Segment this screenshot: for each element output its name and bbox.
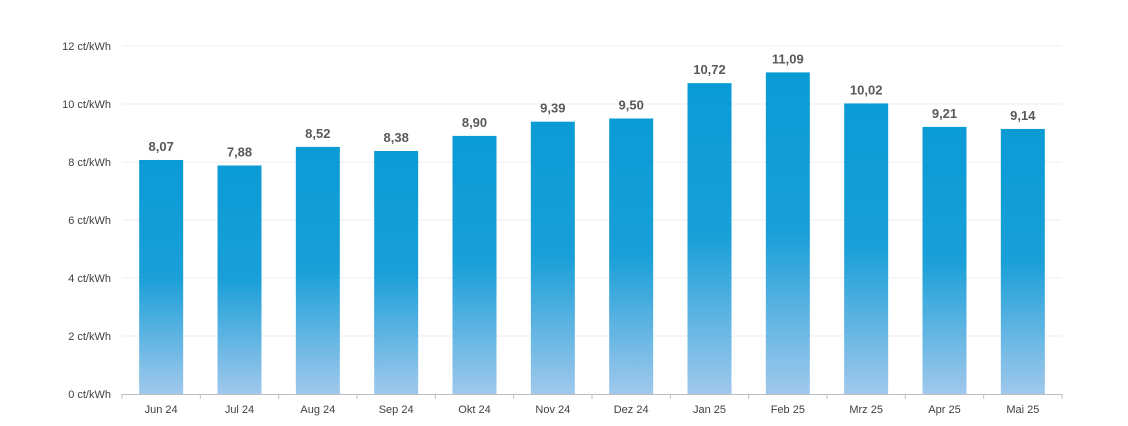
bar bbox=[609, 118, 654, 394]
bar bbox=[217, 165, 262, 394]
gridlines bbox=[122, 45, 1062, 337]
bar bbox=[844, 103, 889, 395]
bar bbox=[530, 121, 575, 394]
data-label: 7,88 bbox=[227, 144, 252, 159]
data-label: 8,52 bbox=[305, 126, 330, 141]
x-tick-label: Feb 25 bbox=[771, 404, 805, 416]
x-tick-label: Dez 24 bbox=[614, 404, 649, 416]
y-tick-label: 12 ct/kWh bbox=[62, 41, 111, 53]
x-tick-label: Sep 24 bbox=[379, 404, 414, 416]
x-tick-label: Nov 24 bbox=[535, 404, 570, 416]
x-tick-label: Okt 24 bbox=[458, 404, 490, 416]
bar bbox=[295, 146, 340, 394]
x-tick-label: Apr 25 bbox=[928, 404, 960, 416]
data-label: 8,07 bbox=[149, 139, 174, 154]
x-tick-label: Aug 24 bbox=[300, 404, 335, 416]
x-tick-label: Jun 24 bbox=[145, 404, 178, 416]
bar bbox=[139, 159, 184, 394]
x-axis-tick-labels: Jun 24 Jul 24 Aug 24 Sep 24 Okt 24 Nov 24 Dez … bbox=[145, 404, 1040, 416]
data-label: 10,02 bbox=[850, 82, 883, 97]
data-label: 9,21 bbox=[932, 106, 957, 121]
data-labels: 8,07 7,88 8,52 8,38 8,90 9,39 9,50 10,72 11,09 10… bbox=[149, 51, 1037, 159]
bar bbox=[374, 150, 419, 394]
data-label: 9,50 bbox=[619, 98, 644, 113]
data-label: 9,14 bbox=[1010, 108, 1036, 123]
x-axis bbox=[121, 394, 1063, 399]
y-tick-label: 8 ct/kWh bbox=[68, 157, 111, 169]
y-tick-label: 0 ct/kWh bbox=[68, 389, 111, 401]
bar bbox=[922, 126, 967, 394]
bar bbox=[1000, 128, 1045, 394]
x-tick-label: Mai 25 bbox=[1006, 404, 1039, 416]
bar bbox=[765, 72, 810, 394]
x-tick-label: Jul 24 bbox=[225, 404, 254, 416]
y-tick-label: 4 ct/kWh bbox=[68, 273, 111, 285]
bar bbox=[687, 83, 732, 395]
data-label: 8,90 bbox=[462, 115, 487, 130]
bar bbox=[452, 135, 497, 394]
data-label: 9,39 bbox=[540, 101, 565, 116]
y-tick-label: 2 ct/kWh bbox=[68, 331, 111, 343]
y-axis-tick-labels: 0 ct/kWh 2 ct/kWh 4 ct/kWh 6 ct/kWh 8 ct/kWh… bbox=[62, 41, 111, 401]
data-label: 10,72 bbox=[693, 62, 726, 77]
y-tick-label: 6 ct/kWh bbox=[68, 215, 111, 227]
data-label: 11,09 bbox=[772, 51, 804, 66]
data-label: 8,38 bbox=[384, 130, 409, 145]
x-tick-label: Jan 25 bbox=[693, 404, 726, 416]
y-tick-label: 10 ct/kWh bbox=[62, 99, 111, 111]
x-tick-label: Mrz 25 bbox=[849, 404, 883, 416]
bars bbox=[139, 72, 1045, 395]
